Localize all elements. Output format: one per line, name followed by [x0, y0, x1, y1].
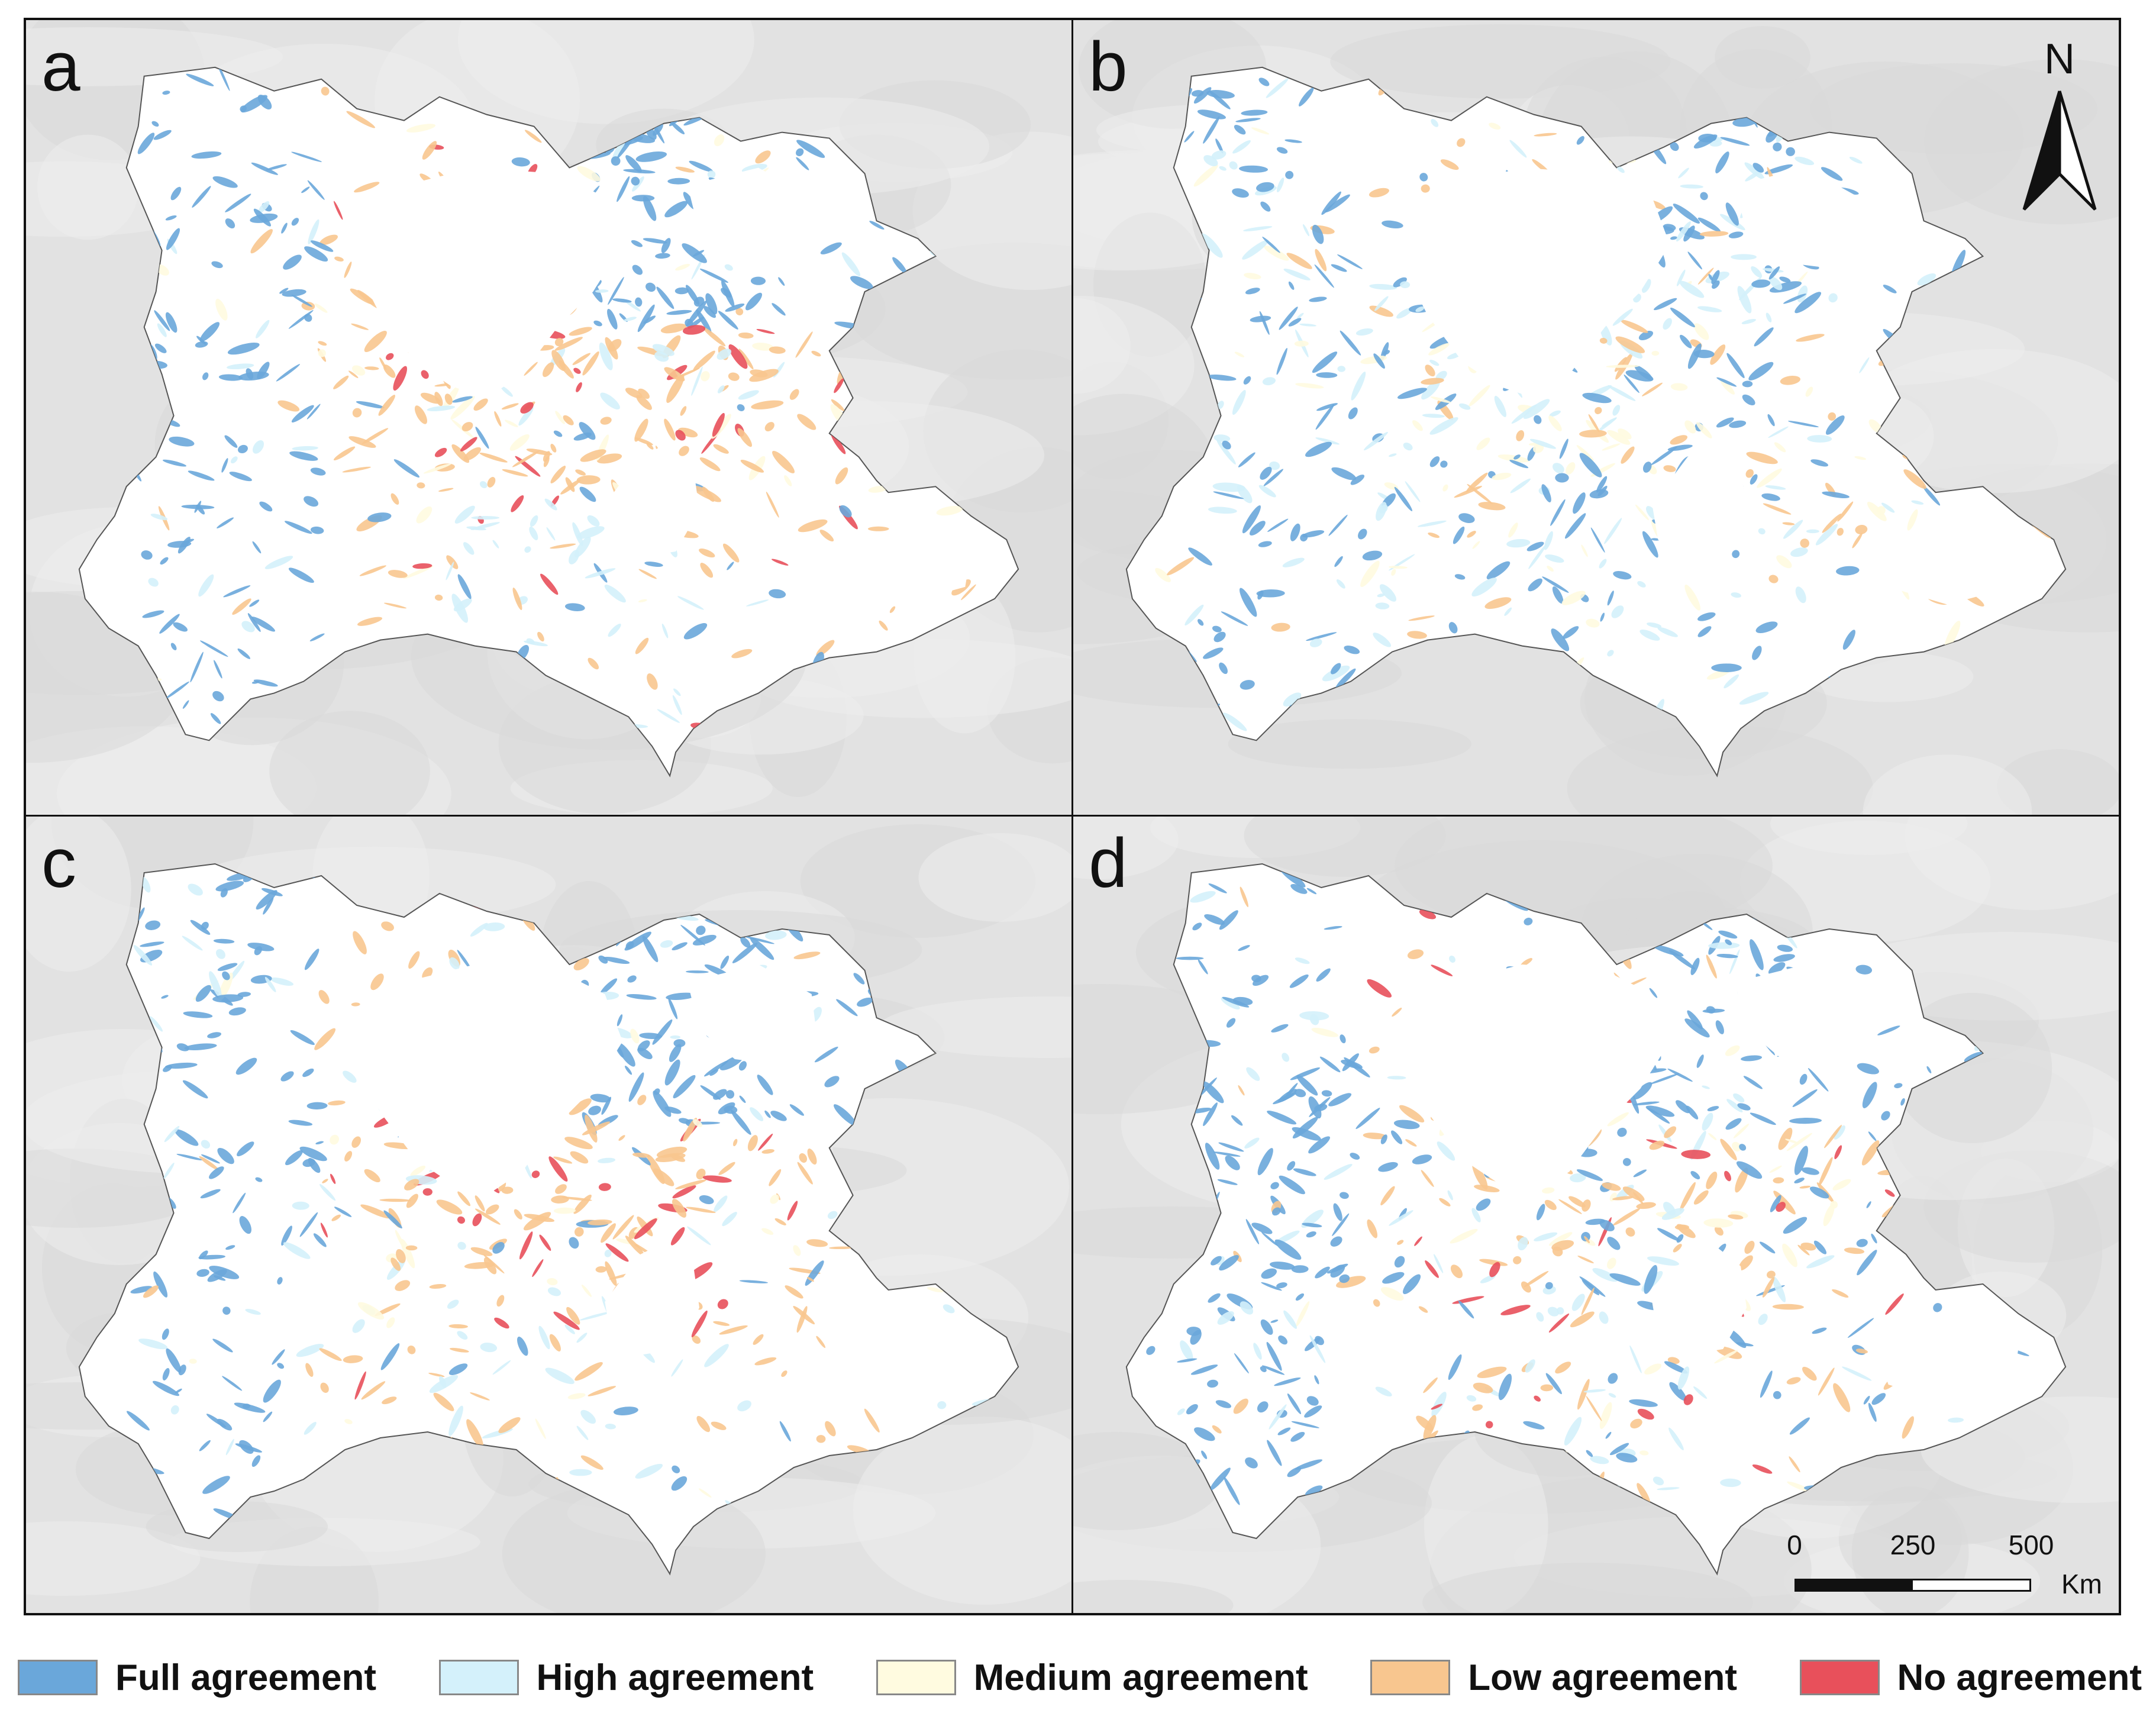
legend-label-full: Full agreement — [115, 1657, 376, 1698]
legend-label-high: High agreement — [536, 1657, 814, 1698]
map-panel-b: b N — [1073, 20, 2119, 817]
scale-unit: Km — [2061, 1569, 2102, 1599]
legend: Full agreement High agreement Medium agr… — [18, 1651, 2142, 1704]
legend-swatch-high — [438, 1660, 519, 1695]
legend-item-full: Full agreement — [18, 1657, 376, 1699]
map-a-canvas — [26, 20, 1071, 815]
legend-item-low: Low agreement — [1370, 1657, 1737, 1699]
legend-swatch-full — [18, 1660, 98, 1695]
scale-tick-250: 250 — [1890, 1530, 1936, 1560]
panel-label-b: b — [1089, 28, 1128, 106]
legend-item-high: High agreement — [438, 1657, 814, 1699]
legend-item-none: No agreement — [1799, 1657, 2142, 1699]
north-letter: N — [2044, 36, 2075, 83]
legend-swatch-low — [1370, 1660, 1451, 1695]
scale-bar: 0 250 500 Km — [1783, 1529, 2102, 1600]
panel-label-a: a — [41, 28, 80, 106]
map-d-canvas — [1073, 817, 2119, 1613]
panel-label-d: d — [1089, 824, 1128, 902]
legend-item-medium: Medium agreement — [876, 1657, 1308, 1699]
map-b-canvas — [1073, 20, 2119, 815]
scale-bar-graphic — [1794, 1579, 2031, 1592]
legend-label-none: No agreement — [1897, 1657, 2142, 1698]
map-panel-a: a — [26, 20, 1073, 817]
north-arrow-icon: N — [2018, 38, 2101, 215]
legend-label-medium: Medium agreement — [973, 1657, 1308, 1698]
panel-label-c: c — [41, 824, 76, 902]
map-c-canvas — [26, 817, 1071, 1613]
map-panel-d: d 0 250 500 Km — [1073, 817, 2119, 1613]
map-panel-grid: a b N c d 0 250 500 Km — [24, 18, 2121, 1615]
legend-swatch-none — [1799, 1660, 1880, 1695]
scale-tick-500: 500 — [2008, 1530, 2054, 1560]
map-panel-c: c — [26, 817, 1073, 1613]
legend-label-low: Low agreement — [1468, 1657, 1737, 1698]
scale-tick-0: 0 — [1787, 1530, 1802, 1560]
legend-swatch-medium — [876, 1660, 956, 1695]
